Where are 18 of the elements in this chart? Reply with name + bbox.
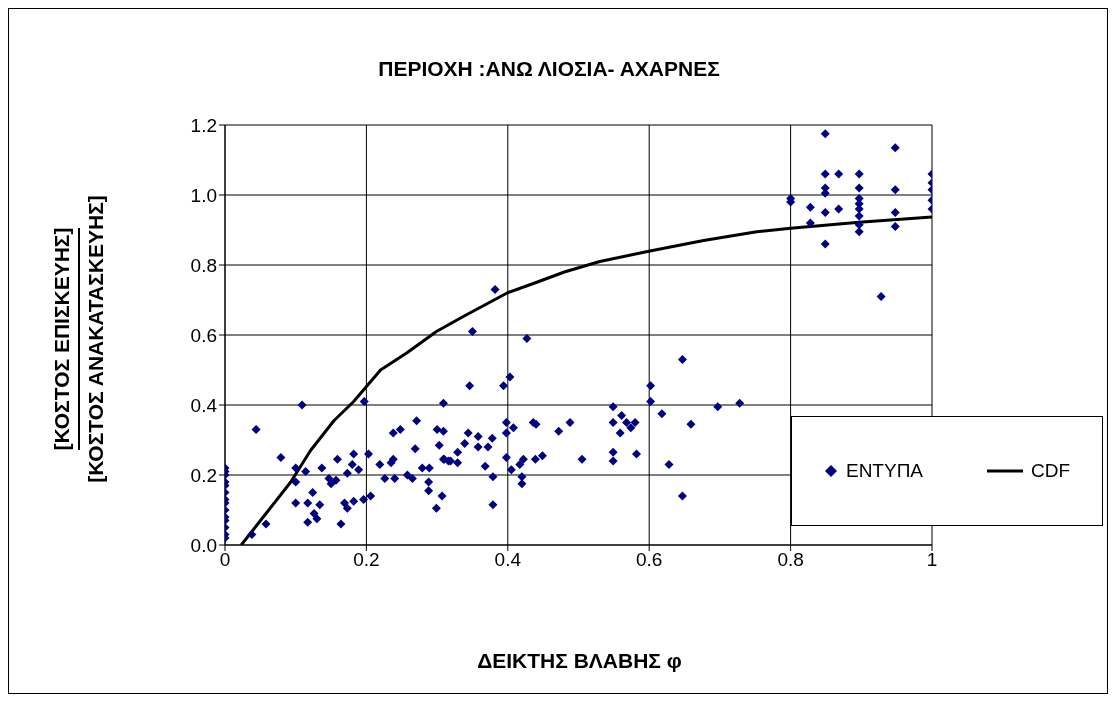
y-tick-label: 0.2 (190, 464, 217, 486)
x-tick-label: 1 (926, 549, 938, 571)
y-tick-label: 0.6 (190, 324, 217, 346)
x-tick-label: 0 (219, 549, 231, 571)
y-tick-label: 1.0 (190, 184, 217, 206)
legend-label: CDF (1030, 460, 1071, 482)
x-tick-label: 0.6 (635, 549, 663, 571)
x-tick-label: 0.8 (777, 549, 804, 571)
y-axis-title: [ΚΟΣΤΟΣ ΕΠΙΣΚΕΥΗΣ] [ΚΟΣΤΟΣ ΑΝΑΚΑΤΑΣΚΕΥΗΣ] (50, 195, 108, 483)
chart-title: ΠΕΡΙΟΧΗ :ΑΝΩ ΛΙΟΣΙΑ- ΑΧΑΡΝΕΣ (378, 57, 720, 81)
y-tick-label: 0.8 (190, 254, 217, 276)
y-tick-label: 1.2 (190, 114, 217, 136)
x-tick-label: 0.4 (494, 549, 522, 571)
y-tick-label: 0.4 (190, 394, 218, 416)
legend-label: ΕΝΤΥΠΑ (845, 460, 924, 482)
x-tick-label: 0.2 (353, 549, 380, 571)
y-tick-label: 0.0 (190, 534, 217, 556)
x-axis-title: ΔΕΙΚΤΗΣ ΒΛΑΒΗΣ φ (476, 649, 683, 673)
